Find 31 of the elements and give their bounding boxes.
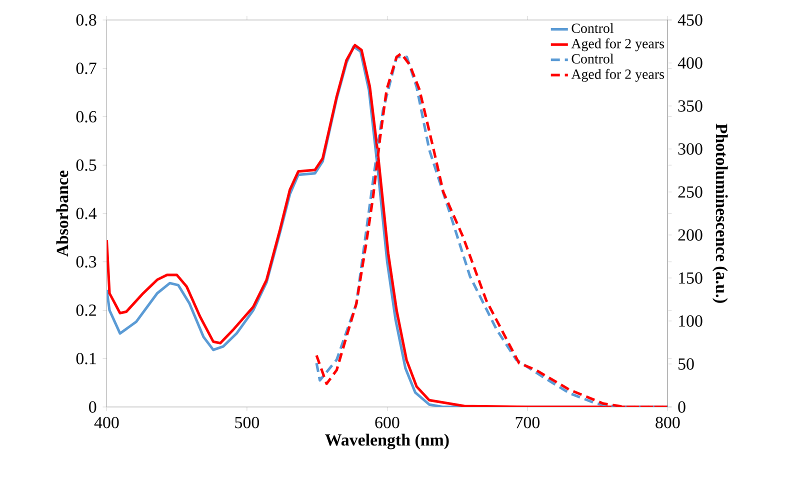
x-tick-label: 700 — [516, 416, 540, 428]
y-tick-label: 0.7 — [76, 62, 96, 74]
y-tick-label: 0.4 — [76, 208, 97, 220]
y2-tick-label: 450 — [678, 14, 702, 26]
y2-tick-label: 200 — [678, 229, 702, 241]
y2-tick-label: 100 — [679, 315, 702, 327]
y-tick-label: 0.2 — [76, 304, 96, 316]
y2-tick-label: 150 — [679, 272, 702, 284]
x-tick-label: 400 — [94, 416, 119, 428]
x-tick-label: 500 — [235, 416, 260, 428]
y2-tick-label: 0 — [678, 401, 686, 413]
legend-label: Control — [572, 54, 614, 64]
y2-axis-title: Photoluminescence (a.u.) — [712, 124, 728, 303]
y2-tick-label: 400 — [678, 57, 702, 69]
y-tick-label: 0.3 — [76, 256, 96, 268]
y-tick-label: 0.6 — [76, 110, 96, 122]
y-tick-label: 0.5 — [76, 159, 96, 171]
x-tick-label: 600 — [375, 416, 400, 428]
legend-label: Aged for 2 years — [571, 38, 664, 52]
y2-tick-label: 350 — [678, 100, 702, 112]
x-axis-title: Wavelength (nm) — [325, 434, 449, 450]
legend-label: Aged for 2 years — [571, 68, 664, 82]
x-tick-label: 800 — [656, 416, 680, 428]
y2-tick-label: 250 — [678, 186, 702, 198]
y-tick-label: 0.1 — [76, 352, 96, 364]
y-axis-title: Absorbance — [56, 170, 68, 257]
y2-tick-label: 300 — [678, 143, 702, 155]
y2-tick-label: 50 — [678, 358, 694, 370]
legend-label: Control — [572, 23, 614, 33]
y-tick-label: 0 — [89, 401, 96, 413]
y-tick-label: 0.8 — [76, 14, 96, 26]
